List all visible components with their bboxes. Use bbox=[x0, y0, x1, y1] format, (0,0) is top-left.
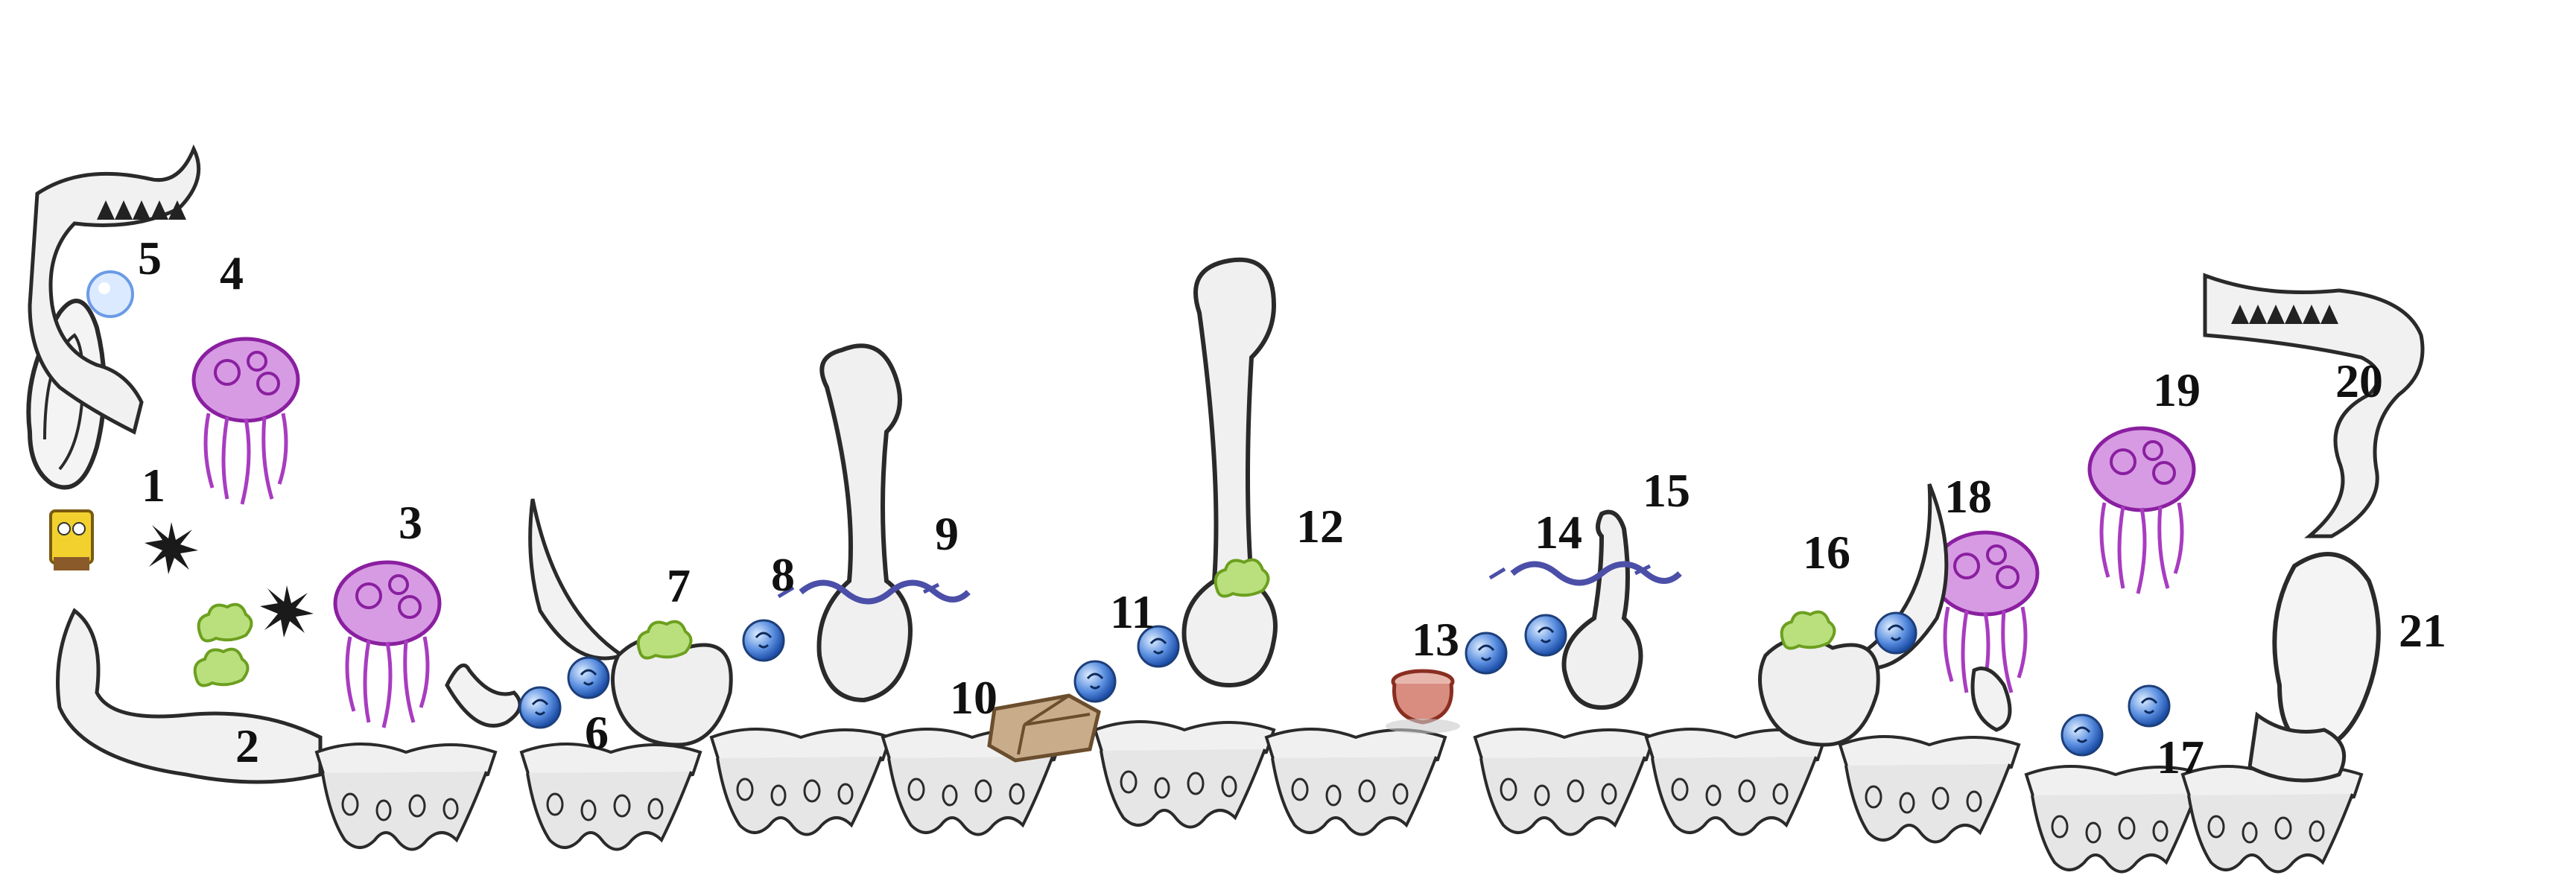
bubble-icon[interactable] bbox=[567, 656, 610, 699]
slime-icon[interactable] bbox=[1780, 610, 1836, 650]
rock-platform bbox=[315, 743, 497, 851]
horn-left bbox=[445, 498, 626, 728]
rock-platform bbox=[1094, 720, 1275, 829]
bubble-icon[interactable] bbox=[2061, 713, 2104, 757]
slime-icon[interactable] bbox=[636, 620, 693, 660]
level-label-4: 4 bbox=[220, 247, 244, 299]
clam-door-exit bbox=[2247, 552, 2381, 783]
bubble-icon[interactable] bbox=[742, 619, 785, 662]
bubble-icon[interactable] bbox=[1874, 611, 1917, 655]
level-label-17: 17 bbox=[2157, 731, 2204, 783]
eel-icon[interactable] bbox=[1490, 565, 1680, 583]
bubble-icon[interactable] bbox=[86, 270, 134, 318]
level-label-7: 7 bbox=[667, 559, 691, 612]
urchin-icon[interactable] bbox=[260, 585, 314, 638]
bubble-icon[interactable] bbox=[1465, 632, 1508, 675]
level-label-8: 8 bbox=[771, 548, 795, 601]
level-label-6: 6 bbox=[585, 706, 609, 759]
spikes-icon bbox=[2231, 305, 2338, 324]
level-label-14: 14 bbox=[1535, 506, 1582, 559]
ledge-lower-left bbox=[56, 608, 323, 784]
rock-platform bbox=[1265, 728, 1447, 836]
level-label-11: 11 bbox=[1110, 585, 1155, 638]
level-label-20: 20 bbox=[2335, 355, 2383, 407]
level-label-15: 15 bbox=[1643, 464, 1690, 517]
bubble-icon[interactable] bbox=[1073, 660, 1117, 703]
bubble-icon[interactable] bbox=[2128, 684, 2171, 728]
slime-icon[interactable] bbox=[193, 647, 250, 687]
rock-platform bbox=[1839, 735, 2020, 844]
rock-knob bbox=[1758, 636, 1880, 747]
bubble-icon[interactable] bbox=[1524, 614, 1567, 657]
rock-platform bbox=[1645, 728, 1827, 836]
urchin-icon[interactable] bbox=[145, 522, 198, 574]
bone-pillar-icon bbox=[1561, 509, 1643, 710]
bone-pillar-icon bbox=[1181, 257, 1278, 688]
level-label-21: 21 bbox=[2399, 604, 2446, 657]
bubble-icon[interactable] bbox=[518, 686, 562, 729]
level-label-10: 10 bbox=[950, 671, 997, 724]
level-label-18: 18 bbox=[1944, 470, 1992, 523]
jellyfish-icon[interactable] bbox=[2090, 428, 2194, 594]
jellyfish-icon[interactable] bbox=[194, 339, 298, 504]
horn-right bbox=[1843, 483, 2012, 732]
crate-icon[interactable] bbox=[987, 693, 1101, 763]
level-label-2: 2 bbox=[235, 719, 259, 772]
level-label-16: 16 bbox=[1803, 526, 1850, 579]
ledge-upper-left bbox=[28, 144, 201, 435]
level-label-13: 13 bbox=[1412, 613, 1459, 666]
level-label-12: 12 bbox=[1296, 500, 1344, 553]
spikes-icon bbox=[97, 200, 186, 220]
rock-platform bbox=[2181, 765, 2363, 874]
level-label-19: 19 bbox=[2153, 363, 2201, 416]
rock-platform bbox=[520, 743, 702, 851]
rock-platform bbox=[1473, 728, 1655, 836]
level-label-5: 5 bbox=[138, 232, 162, 284]
sponge-character-icon[interactable] bbox=[49, 509, 94, 570]
bone-pillar-icon bbox=[816, 343, 913, 703]
ledge-upper-right bbox=[2203, 273, 2425, 538]
rock-platform bbox=[710, 728, 892, 836]
slime-icon[interactable] bbox=[197, 603, 253, 643]
pot-icon[interactable] bbox=[1386, 669, 1460, 734]
level-label-9: 9 bbox=[935, 507, 959, 560]
level-label-3: 3 bbox=[399, 496, 422, 549]
jellyfish-icon[interactable] bbox=[335, 562, 440, 728]
level-label-1: 1 bbox=[142, 459, 165, 512]
